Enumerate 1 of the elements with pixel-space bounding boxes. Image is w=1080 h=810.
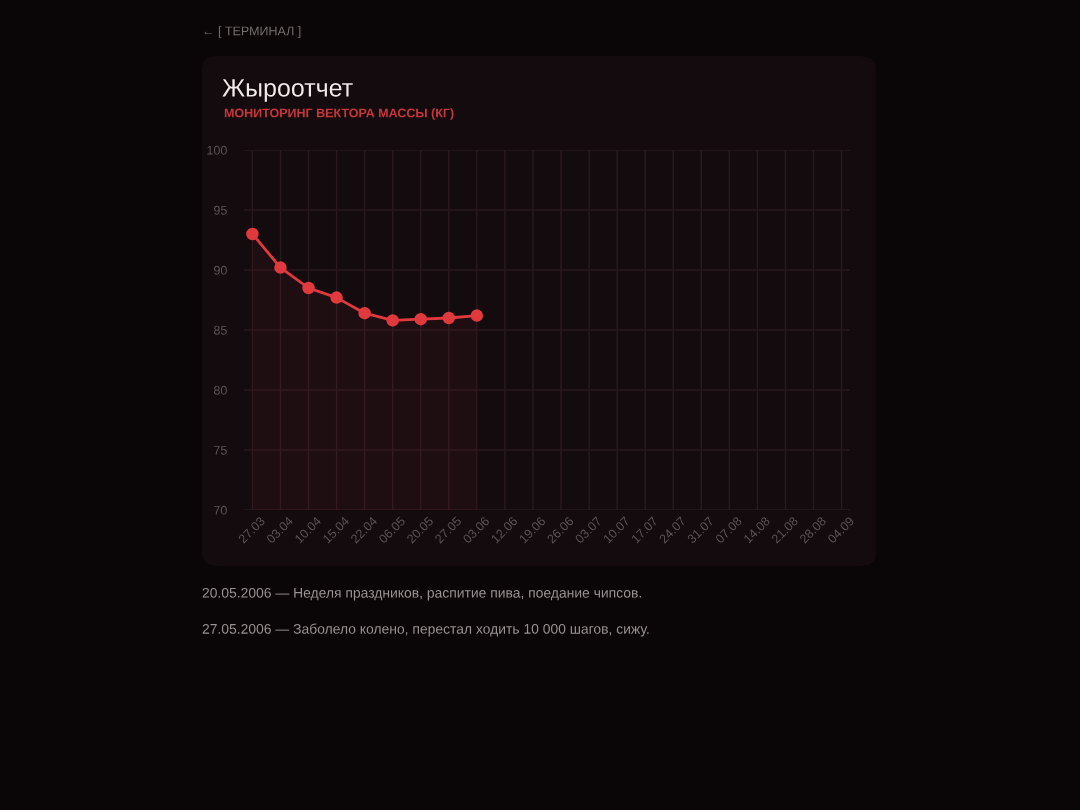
chart-title: Жыроотчет bbox=[222, 79, 353, 102]
